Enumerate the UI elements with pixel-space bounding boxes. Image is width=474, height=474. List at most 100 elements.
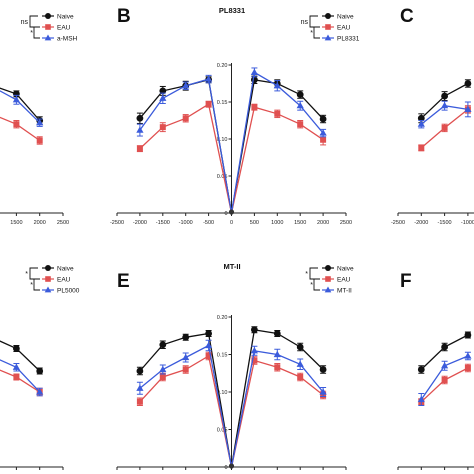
x-tick-label: -500 [203, 220, 214, 226]
significance-bracket-inner [313, 26, 320, 39]
data-point-naive [417, 114, 425, 122]
data-point-treatment [12, 363, 20, 370]
legend-marker-circle [325, 265, 331, 271]
legend-label: EAU [337, 24, 351, 31]
legend-marker-square [325, 276, 331, 282]
data-point-naive [464, 80, 472, 87]
significance-label-inner: * [30, 282, 33, 289]
data-point-treatment [319, 388, 327, 395]
legend-marker-triangle [44, 34, 52, 41]
data-point-treatment [417, 395, 425, 403]
data-point-eau [274, 110, 281, 117]
data-point-eau [13, 121, 20, 128]
legend-marker-square [45, 24, 51, 30]
significance-label-inner: * [310, 282, 313, 289]
panel-title: MT-II [223, 262, 240, 271]
data-point-treatment [296, 101, 304, 109]
data-point-naive [319, 115, 327, 123]
data-point-eau [441, 124, 448, 131]
x-tick-label: 500 [250, 220, 259, 226]
data-point-eau [182, 366, 189, 373]
legend-label: MT-II [337, 287, 352, 294]
x-tick-label: -2000 [414, 220, 428, 226]
significance-label-outer: * [25, 271, 28, 278]
y-tick-label: 0.15 [217, 100, 228, 106]
legend-label: Naive [57, 265, 74, 272]
legend-label: EAU [337, 276, 351, 283]
data-point-naive [136, 114, 144, 122]
significance-bracket-inner [313, 278, 320, 291]
significance-label-inner: * [30, 30, 33, 37]
data-point-origin [228, 463, 235, 469]
panel-label: C [400, 6, 414, 27]
data-point-naive [159, 341, 167, 349]
series-line-series-1 [420, 367, 469, 403]
x-tick-label: 1500 [10, 220, 22, 226]
data-point-naive [464, 331, 472, 339]
x-tick-label: -2500 [110, 220, 124, 226]
legend-label: PL8331 [337, 35, 360, 42]
data-point-naive [251, 76, 258, 84]
series-line-Naive [0, 87, 41, 121]
legend-marker-circle [325, 13, 331, 19]
panel-label: F [400, 271, 412, 292]
y-tick-label: 0.05 [217, 428, 228, 434]
legend-label: Naive [57, 13, 74, 20]
series-line-Naive [0, 340, 41, 372]
data-point-eau [297, 374, 304, 380]
data-point-treatment [464, 105, 472, 112]
data-point-treatment [250, 346, 258, 354]
x-tick-label: -1500 [156, 220, 170, 226]
y-tick-label: 0.05 [217, 174, 228, 180]
data-point-eau [13, 374, 20, 380]
data-point-naive [417, 366, 425, 373]
x-tick-label: -1000 [179, 220, 193, 226]
data-point-treatment [205, 341, 213, 349]
significance-label-outer: * [305, 271, 308, 278]
data-point-treatment [159, 94, 167, 101]
series-line-EAU [0, 116, 41, 142]
data-point-eau [464, 365, 471, 371]
data-point-eau [136, 398, 143, 405]
data-point-eau [441, 377, 448, 383]
data-point-origin [228, 209, 235, 215]
legend-marker-square [325, 24, 331, 30]
data-point-naive [251, 326, 258, 334]
data-point-treatment [417, 120, 425, 127]
panel-title: PL8331 [219, 6, 245, 15]
significance-label-inner: * [310, 30, 313, 37]
data-point-eau [182, 115, 189, 122]
x-tick-label: -2000 [133, 220, 147, 226]
y-tick-label: 0.20 [217, 63, 228, 69]
data-point-eau [251, 357, 258, 364]
legend-label: PL5000 [57, 287, 80, 294]
data-point-eau [297, 121, 304, 128]
significance-bracket-inner [33, 26, 40, 39]
data-point-treatment [136, 126, 144, 133]
legend-label: Naive [337, 265, 354, 272]
significance-label-outer: ns [21, 19, 29, 26]
data-point-eau [205, 353, 212, 359]
data-point-naive [13, 345, 20, 352]
x-tick-label: -1500 [438, 220, 452, 226]
x-tick-label: -1000 [461, 220, 474, 226]
data-point-treatment [273, 350, 281, 358]
y-tick-label: 0.15 [217, 353, 228, 359]
data-point-eau [136, 145, 143, 152]
data-point-naive [296, 91, 304, 98]
x-tick-label: 1500 [294, 220, 306, 226]
data-point-treatment [36, 118, 44, 126]
data-point-eau [36, 137, 43, 144]
data-point-treatment [319, 129, 327, 136]
data-point-eau [205, 101, 212, 108]
significance-bracket-outer [309, 267, 318, 280]
x-tick-label: -2500 [391, 220, 405, 226]
legend-marker-triangle [324, 34, 332, 41]
data-point-eau [159, 374, 166, 380]
legend-label: a-MSH [57, 35, 78, 42]
y-tick-label: 0.10 [217, 390, 228, 396]
x-tick-label: 2000 [34, 220, 46, 226]
x-tick-label: 2500 [57, 220, 69, 226]
legend-label: Naive [337, 13, 354, 20]
data-point-naive [319, 366, 327, 373]
